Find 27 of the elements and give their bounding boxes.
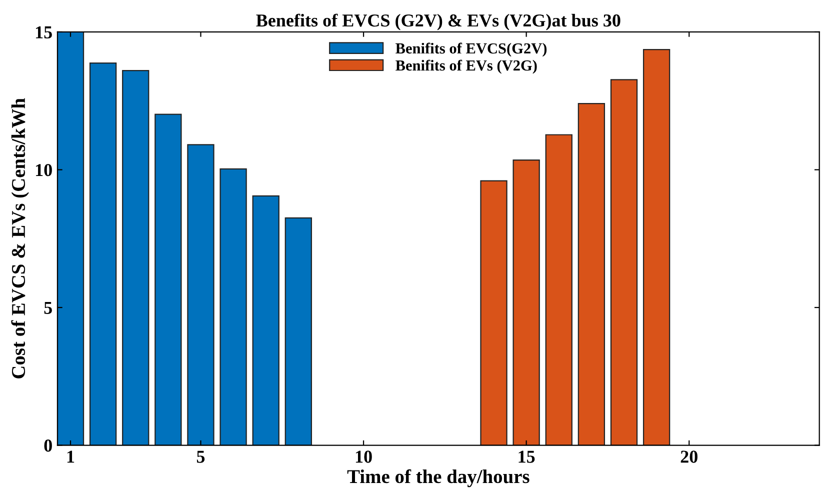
x-tick-label: 5 <box>196 450 205 463</box>
x-tick-label: 20 <box>680 450 698 463</box>
x-tick-label: 15 <box>518 450 535 463</box>
legend-label: Benifits of EVs (V2G) <box>396 60 537 74</box>
bar <box>480 180 508 446</box>
x-axis-title: Time of the day/hours <box>347 469 530 488</box>
y-tick-label: 15 <box>36 26 52 38</box>
bar <box>220 168 247 446</box>
y-axis-title: Cost of EVCS & EVs (Cents/kWh <box>11 98 29 378</box>
bar <box>154 114 182 446</box>
y-tick-label: 5 <box>44 302 52 314</box>
chart-title: Benefits of EVCS (G2V) & EVs (V2G)at bus 30 <box>256 14 620 30</box>
bar <box>642 49 670 446</box>
bar <box>187 144 214 446</box>
legend-label: Benifits of EVCS(G2V) <box>396 42 547 57</box>
bar <box>512 160 540 446</box>
y-tick-label: 10 <box>36 164 52 176</box>
bar <box>284 217 312 446</box>
x-tick-label: 10 <box>356 450 372 463</box>
bar <box>610 79 638 446</box>
y-tick-label: 0 <box>44 440 52 452</box>
bar <box>89 62 117 446</box>
bar <box>122 70 150 446</box>
x-tick-label: 1 <box>67 450 74 463</box>
bar <box>252 195 280 446</box>
bar <box>578 103 606 446</box>
bar <box>545 134 572 446</box>
